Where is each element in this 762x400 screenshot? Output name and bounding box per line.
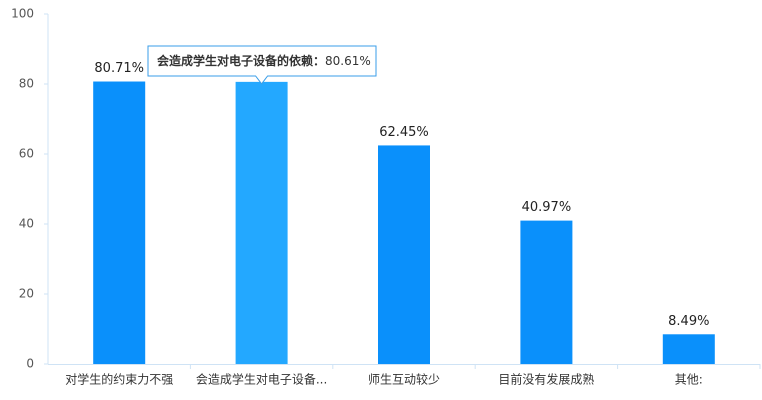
tooltip-value: 80.61% xyxy=(325,54,371,68)
value-label: 40.97% xyxy=(522,200,572,215)
y-tick-label: 60 xyxy=(19,147,34,161)
tooltip-text: 会造成学生对电子设备的依赖：80.61% xyxy=(157,53,371,68)
bar xyxy=(520,220,573,364)
y-tick-label: 40 xyxy=(19,217,34,231)
y-tick-label: 80 xyxy=(19,77,34,91)
tooltip: 会造成学生对电子设备的依赖：80.61% xyxy=(147,45,377,85)
bar xyxy=(93,81,146,364)
y-tick-label: 20 xyxy=(19,287,34,301)
value-label: 80.71% xyxy=(94,61,144,76)
bar xyxy=(235,81,288,365)
value-label: 62.45% xyxy=(379,125,429,140)
x-tick-label: 对学生的约束力不强 xyxy=(65,372,173,387)
bar xyxy=(378,145,430,364)
x-tick-label: 其他: xyxy=(675,373,703,387)
x-tick-label: 师生互动较少 xyxy=(368,372,440,387)
tooltip-box xyxy=(147,45,377,85)
bar xyxy=(662,334,715,364)
y-tick-label: 100 xyxy=(11,7,34,21)
value-label: 8.49% xyxy=(668,314,709,329)
x-tick-label: 会造成学生对电子设备... xyxy=(196,372,327,387)
x-tick-label: 目前没有发展成熟 xyxy=(498,372,594,387)
y-tick-label: 0 xyxy=(26,357,34,371)
tooltip-name: 会造成学生对电子设备的依赖： xyxy=(157,53,325,68)
